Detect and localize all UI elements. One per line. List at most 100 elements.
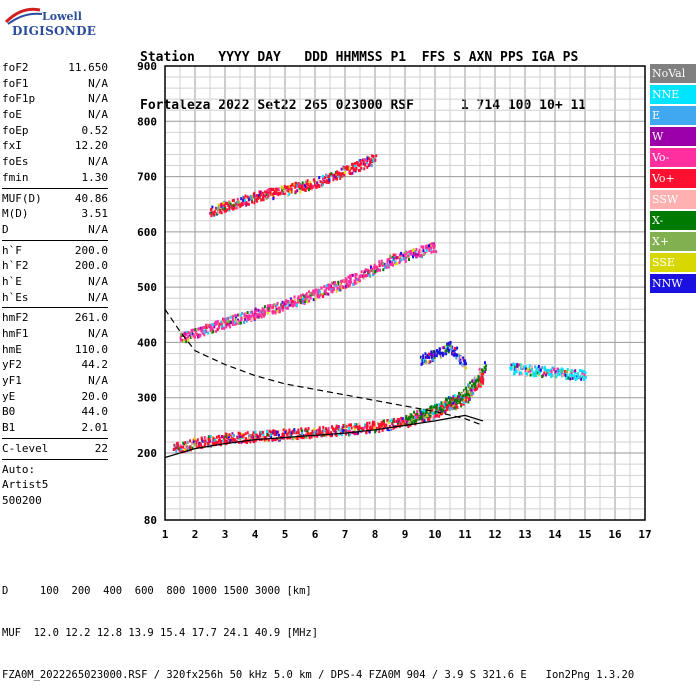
echo-point: [318, 291, 321, 295]
echo-point: [313, 291, 316, 295]
echo-point: [275, 430, 278, 434]
echo-point: [291, 437, 294, 441]
echo-point: [531, 368, 534, 372]
echo-point: [346, 167, 349, 171]
echo-point: [398, 253, 401, 257]
echo-point: [239, 204, 242, 208]
legend-item: SSE: [650, 253, 696, 272]
echo-point: [296, 184, 299, 188]
echo-point: [221, 323, 224, 327]
echo-point: [248, 317, 251, 321]
echo-point: [445, 404, 448, 408]
echo-point: [220, 435, 223, 439]
echo-point: [328, 283, 331, 287]
echo-point: [374, 158, 377, 162]
echo-point: [470, 390, 473, 394]
echo-point: [304, 299, 307, 303]
echo-point: [215, 212, 218, 216]
param-value: 110.0: [74, 342, 108, 356]
echo-point: [242, 198, 245, 202]
echo-point: [425, 249, 428, 253]
echo-point: [278, 437, 281, 441]
echo-point: [366, 428, 369, 432]
echo-point: [289, 433, 292, 437]
echo-point: [338, 282, 341, 286]
echo-point: [237, 318, 240, 322]
echo-point: [441, 354, 444, 358]
echo-point: [225, 433, 228, 437]
param-value: 2.01: [81, 421, 109, 435]
echo-point: [318, 432, 321, 436]
echo-point: [474, 384, 477, 388]
echo-point: [404, 259, 407, 263]
echo-point: [297, 296, 300, 300]
echo-point: [380, 421, 383, 425]
echo-point: [252, 195, 255, 199]
echo-point: [297, 184, 300, 188]
echo-point: [353, 279, 356, 283]
echo-point: [294, 190, 297, 194]
echo-point: [342, 429, 345, 433]
echo-point: [375, 267, 378, 271]
echo-point: [409, 415, 412, 419]
echo-point: [583, 373, 586, 377]
echo-point: [269, 304, 272, 308]
echo-point: [304, 188, 307, 192]
echo-point: [353, 162, 356, 166]
echo-point: [344, 166, 347, 170]
echo-point: [246, 431, 249, 435]
echo-point: [464, 398, 467, 402]
echo-point: [331, 288, 334, 292]
echo-point: [220, 202, 223, 206]
echo-point: [318, 427, 321, 431]
param-name: MUF(D): [2, 191, 42, 205]
echo-point: [224, 432, 227, 436]
echo-point: [315, 431, 318, 435]
echo-point: [319, 180, 322, 184]
echo-point: [478, 375, 481, 379]
echo-point: [435, 349, 438, 353]
echo-point: [552, 374, 555, 378]
echo-point: [366, 156, 369, 160]
echo-point: [249, 195, 252, 199]
echo-point: [334, 430, 337, 434]
echo-point: [243, 436, 246, 440]
echo-point: [440, 409, 443, 413]
echo-point: [226, 436, 229, 440]
echo-point: [252, 315, 255, 319]
echo-point: [316, 434, 319, 438]
echo-point: [351, 431, 354, 435]
echo-point: [207, 444, 210, 448]
echo-point: [427, 410, 430, 414]
param-value: N/A: [88, 108, 108, 122]
echo-point: [434, 414, 437, 418]
logo-line-1: Lowell: [42, 10, 82, 23]
echo-point: [261, 195, 264, 199]
echo-point: [259, 310, 262, 314]
echo-point: [535, 367, 538, 371]
echo-point: [458, 359, 461, 363]
echo-point: [223, 207, 226, 211]
param-name: hmE: [2, 342, 22, 356]
echo-point: [382, 419, 385, 423]
echo-point: [448, 407, 451, 411]
echo-point: [400, 416, 403, 420]
echo-point: [481, 375, 484, 379]
echo-point: [424, 410, 427, 414]
echo-point: [373, 265, 376, 269]
param-row: yF1 N/A: [2, 373, 108, 389]
echo-point: [313, 292, 316, 296]
echo-point: [347, 284, 350, 288]
echo-point: [307, 426, 310, 430]
param-name: B0: [2, 405, 16, 419]
echo-point: [282, 191, 285, 195]
echo-point: [471, 389, 474, 393]
echo-point: [439, 352, 442, 356]
echo-point: [306, 432, 309, 436]
echo-point: [213, 443, 216, 447]
echo-point: [286, 306, 289, 310]
echo-point: [212, 438, 215, 442]
echo-point: [213, 325, 216, 329]
echo-point: [297, 184, 300, 188]
echo-point: [350, 166, 353, 170]
